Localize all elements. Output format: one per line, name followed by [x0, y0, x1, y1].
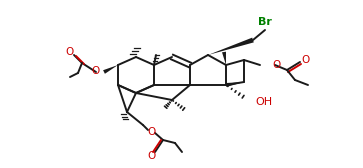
Polygon shape [226, 82, 244, 87]
Text: O: O [148, 127, 156, 137]
Text: O: O [92, 66, 100, 76]
Text: O: O [272, 60, 280, 70]
Text: Br: Br [258, 17, 272, 27]
Text: OH: OH [255, 97, 272, 107]
Text: O: O [302, 55, 310, 65]
Polygon shape [208, 38, 254, 55]
Text: O: O [66, 47, 74, 57]
Text: O: O [147, 151, 155, 161]
Polygon shape [222, 52, 226, 65]
Polygon shape [103, 65, 118, 74]
